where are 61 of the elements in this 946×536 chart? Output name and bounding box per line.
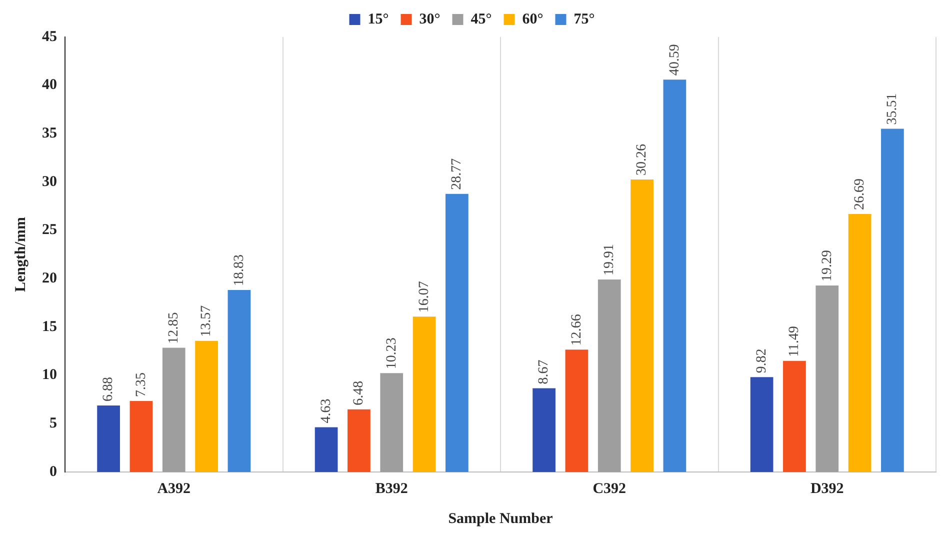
y-tick-label: 35 <box>42 126 57 142</box>
y-tick-label: 45 <box>42 28 57 45</box>
legend-label: 60° <box>522 11 544 28</box>
data-label: 16.07 <box>416 281 432 313</box>
bar <box>816 286 839 472</box>
bar <box>783 360 806 472</box>
x-tick-label: B392 <box>375 480 408 497</box>
bar <box>532 388 556 472</box>
bar <box>881 128 904 472</box>
bar <box>97 405 120 472</box>
bar <box>565 350 588 472</box>
bar <box>228 290 251 472</box>
legend-label: 75° <box>574 11 595 28</box>
data-label: 12.85 <box>166 312 182 344</box>
data-label: 9.82 <box>754 348 770 374</box>
bar <box>195 340 218 472</box>
data-label: 7.35 <box>134 372 149 397</box>
data-label: 35.51 <box>885 93 900 125</box>
data-label: 13.57 <box>199 305 214 337</box>
bar <box>663 80 686 472</box>
bar <box>380 373 404 472</box>
data-label: 19.29 <box>820 250 835 282</box>
bar <box>412 316 436 472</box>
y-tick-label: 15 <box>42 318 57 335</box>
data-label: 6.88 <box>101 376 116 402</box>
data-label: 30.26 <box>634 144 650 176</box>
y-tick-label: 10 <box>42 367 57 384</box>
bar <box>598 280 621 472</box>
data-label: 11.49 <box>787 326 802 357</box>
data-label: 8.67 <box>536 360 552 384</box>
legend-label: 30° <box>419 11 440 28</box>
data-label: 4.63 <box>318 398 334 424</box>
y-tick-label: 0 <box>50 464 57 480</box>
data-label: 6.48 <box>352 380 367 406</box>
x-tick-label: C392 <box>592 480 626 497</box>
y-tick-label: 40 <box>42 77 57 94</box>
data-label: 19.91 <box>602 244 618 276</box>
y-tick-label: 5 <box>50 416 57 432</box>
y-tick-label: 30 <box>42 174 57 190</box>
bar <box>314 427 338 472</box>
y-tick-label: 25 <box>42 222 57 238</box>
x-tick-label: D392 <box>810 480 844 497</box>
x-axis-title: Sample Number <box>448 510 554 527</box>
bar <box>130 400 153 472</box>
bar <box>446 194 468 472</box>
data-label: 28.77 <box>450 158 465 190</box>
data-label: 26.69 <box>852 178 868 210</box>
legend-label: 15° <box>368 11 389 28</box>
legend-label: 45° <box>470 11 492 28</box>
data-label: 10.23 <box>384 338 400 370</box>
bar <box>630 179 654 472</box>
bar <box>848 214 872 472</box>
y-axis-title: Length/mm <box>12 216 29 292</box>
y-tick-label: 20 <box>42 270 57 287</box>
data-label: 12.66 <box>569 314 584 346</box>
bar <box>750 377 774 472</box>
bar <box>162 348 186 472</box>
data-label: 18.83 <box>232 254 247 286</box>
bar <box>348 409 370 472</box>
x-tick-label: A392 <box>157 480 191 497</box>
data-label: 40.59 <box>667 44 682 76</box>
